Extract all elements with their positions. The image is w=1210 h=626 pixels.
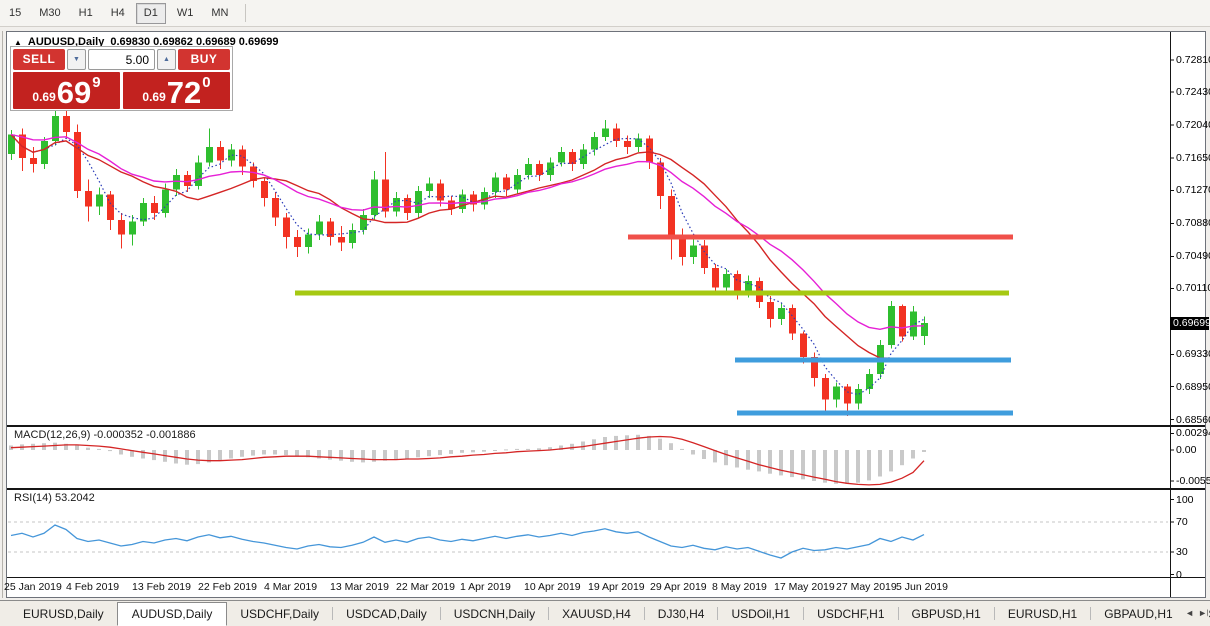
macd-axis-label: 0.002942 <box>1176 427 1210 439</box>
one-click-trading-panel: SELL ▼ ▲ BUY 0.69 69 9 0.69 72 0 <box>10 46 233 111</box>
date-axis-label: 13 Mar 2019 <box>330 581 389 593</box>
date-axis-label: 22 Feb 2019 <box>198 581 257 593</box>
date-axis-label: 27 May 2019 <box>836 581 897 593</box>
tab-audusd-daily[interactable]: AUDUSD,Daily <box>116 602 228 626</box>
buy-price-prefix: 0.69 <box>142 90 166 104</box>
sell-price-prefix: 0.69 <box>32 90 56 104</box>
date-axis-label: 5 Jun 2019 <box>896 581 948 593</box>
tab-usdcad-daily[interactable]: USDCAD,Daily <box>346 606 427 621</box>
rsi-axis-label: 100 <box>1176 494 1194 506</box>
tab-eurusd-daily[interactable]: EURUSD,Daily <box>23 606 104 621</box>
main-macd-separator[interactable] <box>7 425 1205 427</box>
period-button-15[interactable]: 15 <box>9 6 22 19</box>
date-axis-label: 13 Feb 2019 <box>132 581 191 593</box>
tab-xauusd-h4[interactable]: XAUUSD,H4 <box>562 606 631 621</box>
one-click-panel-toggle-icon[interactable]: ▲ <box>14 37 22 47</box>
date-axis-label: 4 Feb 2019 <box>66 581 120 593</box>
tab-separator <box>643 607 645 620</box>
chart-tab-bar: EURUSD,Daily AUDUSD,Daily USDCHF,Daily USDC… <box>0 600 1210 626</box>
macd-indicator-label: MACD(12,26,9) -0.000352 -0.001886 <box>14 429 196 441</box>
tab-eurusd-h1[interactable]: EURUSD,H1 <box>1007 606 1078 621</box>
macd-axis-label: -0.005503 <box>1176 475 1210 487</box>
chart-window <box>6 31 1206 598</box>
buy-price-pip: 0 <box>202 74 211 91</box>
tab-usdcnh-daily[interactable]: USDCNH,Daily <box>453 606 536 621</box>
tab-usdchf-daily[interactable]: USDCHF,Daily <box>240 606 320 621</box>
period-button-H4[interactable]: H4 <box>110 6 125 19</box>
volume-increase-button[interactable]: ▲ <box>157 49 176 70</box>
sell-price-pip: 9 <box>92 74 101 91</box>
rsi-axis-label: 0 <box>1176 569 1182 581</box>
tab-usdchf-h1[interactable]: USDCHF,H1 <box>817 606 885 621</box>
current-price-tag: 0.69699 <box>1170 317 1210 330</box>
tab-usdoil-h1[interactable]: USDOil,H1 <box>731 606 791 621</box>
buy-price-main: 72 <box>166 75 202 110</box>
rsi-axis-label: 30 <box>1176 546 1188 558</box>
tab-separator <box>717 607 719 620</box>
date-axis-label: 10 Apr 2019 <box>524 581 581 593</box>
price-axis-line <box>1170 32 1171 597</box>
tab-separator <box>897 607 899 620</box>
date-axis-label: 1 Apr 2019 <box>460 581 511 593</box>
date-axis-label: 19 Apr 2019 <box>588 581 645 593</box>
macd-axis-label: 0.00 <box>1176 444 1197 456</box>
tab-separator <box>803 607 805 620</box>
date-axis-label: 4 Mar 2019 <box>264 581 318 593</box>
sell-price-main: 69 <box>56 75 92 110</box>
date-axis-label: 25 Jan 2019 <box>4 581 62 593</box>
tab-scroll-controls: ◄ ► <box>1181 606 1207 620</box>
tab-separator <box>993 607 995 620</box>
tab-separator <box>548 607 550 620</box>
date-axis-label: 8 May 2019 <box>712 581 767 593</box>
tab-gbpusd-h1[interactable]: GBPUSD,H1 <box>911 606 981 621</box>
tab-dj30-h4[interactable]: DJ30,H4 <box>657 606 705 621</box>
price-axis-label: 0.70110 <box>1176 282 1210 294</box>
chart-header: ▲ AUDUSD,Daily 0.69830 0.69862 0.69689 0… <box>14 36 279 48</box>
period-button-M30[interactable]: M30 <box>39 6 61 19</box>
ohlc-values: 0.69830 0.69862 0.69689 0.69699 <box>110 36 279 48</box>
volume-decrease-button[interactable]: ▼ <box>67 49 86 70</box>
macd-rsi-separator[interactable] <box>7 488 1205 490</box>
date-axis-label: 17 May 2019 <box>774 581 835 593</box>
rsi-bottom-separator <box>7 577 1205 578</box>
period-button-MN[interactable]: MN <box>211 6 229 19</box>
buy-button[interactable]: BUY <box>178 49 230 70</box>
rsi-indicator-label: RSI(14) 53.2042 <box>14 492 95 504</box>
timeframe-toolbar: 15 M30 H1 H4 D1 W1 MN <box>0 0 1210 27</box>
rsi-axis-label: 70 <box>1176 516 1188 528</box>
period-button-D1[interactable]: D1 <box>135 2 166 24</box>
toolbar-separator <box>245 4 247 22</box>
tabs-scroll-right-button[interactable]: ► <box>1198 608 1207 618</box>
symbol-title: AUDUSD,Daily <box>27 36 105 48</box>
window-frame-line <box>2 31 3 598</box>
period-button-H1[interactable]: H1 <box>78 6 93 19</box>
tab-separator <box>332 607 334 620</box>
tab-separator <box>1090 607 1092 620</box>
date-axis-label: 22 Mar 2019 <box>396 581 455 593</box>
tabs-scroll-left-button[interactable]: ◄ <box>1185 608 1195 618</box>
tab-gbpaud-h1[interactable]: GBPAUD,H1 <box>1104 606 1173 621</box>
sell-button[interactable]: SELL <box>13 49 65 70</box>
volume-input[interactable] <box>88 49 155 70</box>
period-button-W1[interactable]: W1 <box>176 6 194 19</box>
date-axis-label: 29 Apr 2019 <box>650 581 707 593</box>
tab-separator <box>439 607 441 620</box>
buy-price-display[interactable]: 0.69 72 0 <box>123 72 230 109</box>
sell-price-display[interactable]: 0.69 69 9 <box>13 72 120 109</box>
